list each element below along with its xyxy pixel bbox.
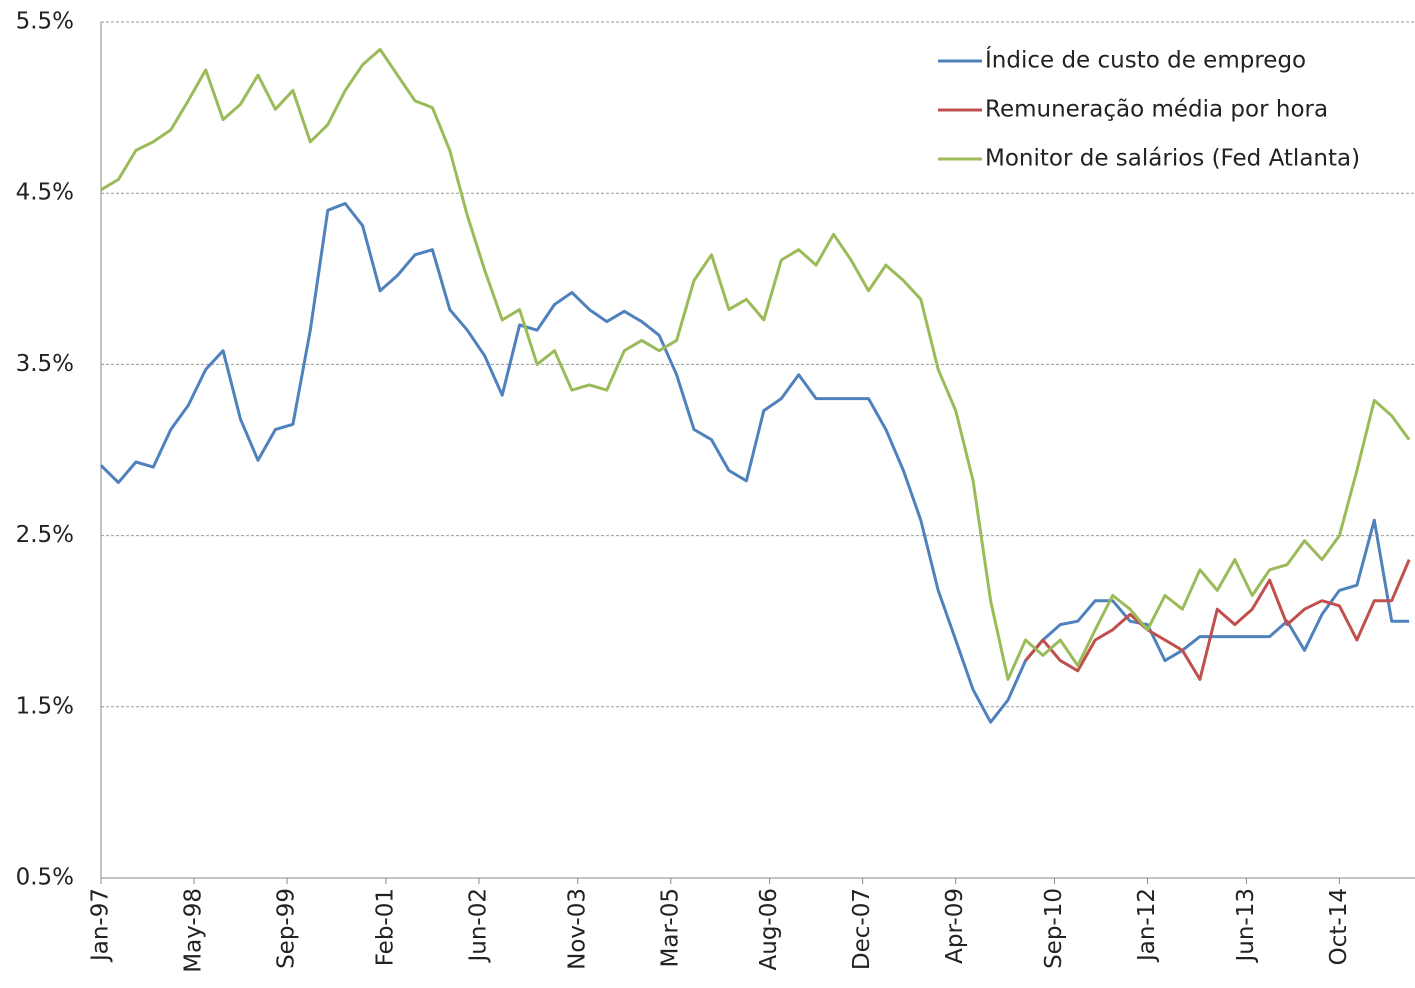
x-tick-label: Feb-01 (372, 888, 398, 966)
legend-label: Índice de custo de emprego (985, 46, 1306, 74)
x-tick-label: Oct-14 (1326, 888, 1352, 965)
x-tick-label: Sep-99 (274, 888, 300, 969)
x-tick-label: Mar-05 (657, 888, 683, 968)
x-tick-label: May-98 (181, 888, 207, 973)
x-tick-label: Aug-06 (756, 888, 782, 970)
y-tick-label: 3.5% (16, 351, 74, 377)
series-line (1024, 559, 1411, 681)
x-tick-label: Jun-13 (1233, 888, 1259, 964)
y-tick-label: 5.5% (16, 9, 74, 35)
y-tick-label: 1.5% (16, 693, 74, 719)
x-tick-label: Apr-09 (942, 888, 968, 964)
x-tick-label: Jun-02 (465, 888, 491, 964)
series-line (100, 47, 1411, 681)
legend-label: Remuneração média por hora (985, 97, 1328, 123)
x-tick-label: Jan-12 (1134, 888, 1160, 963)
x-tick-label: Sep-10 (1041, 888, 1067, 969)
legend-label: Monitor de salários (Fed Atlanta) (985, 146, 1360, 172)
x-tick-label: Jan-97 (88, 888, 114, 963)
y-tick-label: 2.5% (16, 522, 74, 548)
x-tick-label: Nov-03 (564, 888, 590, 970)
x-tick-label: Dec-07 (849, 888, 875, 970)
y-tick-label: 4.5% (16, 180, 74, 206)
series-line (99, 202, 1410, 724)
legend: Índice de custo de emprego Remuneração mé… (938, 46, 1360, 172)
y-tick-label: 0.5% (16, 865, 74, 891)
